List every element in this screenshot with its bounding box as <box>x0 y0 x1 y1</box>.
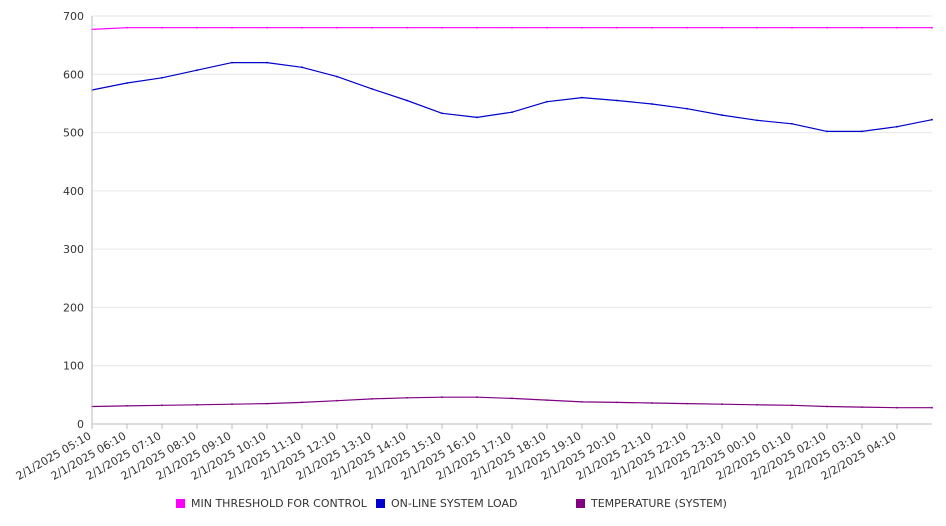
y-tick-label-600: 600 <box>63 68 84 81</box>
data-point-on-line-system-load-23 <box>896 125 898 128</box>
data-point-min-threshold-for-control-8 <box>371 26 373 29</box>
data-point-min-threshold-for-control-20 <box>791 26 793 29</box>
data-point-min-threshold-for-control-9 <box>406 26 408 29</box>
y-tick-label-100: 100 <box>63 360 84 373</box>
series-line-on-line-system-load <box>91 61 933 132</box>
legend-label: TEMPERATURE (SYSTEM) <box>591 497 727 510</box>
data-point-on-line-system-load-19 <box>756 119 758 122</box>
data-point-on-line-system-load-15 <box>616 99 618 102</box>
data-point-on-line-system-load-5 <box>266 61 268 64</box>
data-point-on-line-system-load-3 <box>196 69 198 72</box>
legend: MIN THRESHOLD FOR CONTROL ON-LINE SYSTEM … <box>0 497 946 515</box>
data-point-on-line-system-load-18 <box>721 114 723 116</box>
legend-swatch <box>176 499 185 508</box>
data-point-on-line-system-load-9 <box>406 99 408 102</box>
legend-label: ON-LINE SYSTEM LOAD <box>391 497 518 510</box>
data-point-min-threshold-for-control-3 <box>196 26 198 29</box>
y-tick-label-0: 0 <box>77 418 84 431</box>
y-tick-label-400: 400 <box>63 185 84 198</box>
data-point-min-threshold-for-control-10 <box>441 26 443 29</box>
series-lines <box>91 26 933 409</box>
data-point-min-threshold-for-control-6 <box>301 26 303 29</box>
data-point-min-threshold-for-control-5 <box>266 26 268 29</box>
data-point-temperature-system-23 <box>896 406 898 409</box>
legend-item-min-threshold-for-control: MIN THRESHOLD FOR CONTROL <box>176 497 367 510</box>
data-point-temperature-system-24 <box>931 406 933 409</box>
data-point-on-line-system-load-22 <box>861 130 863 133</box>
data-point-min-threshold-for-control-4 <box>231 26 233 29</box>
data-point-temperature-system-19 <box>756 403 758 406</box>
x-tick-labels: 2/1/2025 05:102/1/2025 06:102/1/2025 07:… <box>14 429 899 483</box>
data-point-min-threshold-for-control-1 <box>126 26 128 29</box>
y-tick-label-300: 300 <box>63 243 84 256</box>
data-point-on-line-system-load-20 <box>791 122 793 125</box>
axes <box>91 16 932 429</box>
data-point-temperature-system-8 <box>371 398 373 400</box>
data-point-min-threshold-for-control-2 <box>161 26 163 29</box>
y-tick-label-700: 700 <box>63 10 84 23</box>
grid <box>92 15 932 367</box>
data-point-on-line-system-load-1 <box>126 82 128 84</box>
legend-item-temperature-system: TEMPERATURE (SYSTEM) <box>576 497 727 510</box>
y-tick-label-200: 200 <box>63 301 84 314</box>
data-point-on-line-system-load-10 <box>441 112 443 115</box>
data-point-on-line-system-load-8 <box>371 88 373 90</box>
data-point-min-threshold-for-control-13 <box>546 26 548 29</box>
legend-item-on-line-system-load: ON-LINE SYSTEM LOAD <box>376 497 517 510</box>
data-point-on-line-system-load-16 <box>651 103 653 105</box>
data-point-on-line-system-load-7 <box>336 75 338 78</box>
data-point-min-threshold-for-control-14 <box>581 26 583 29</box>
data-point-temperature-system-21 <box>826 405 828 408</box>
data-point-temperature-system-1 <box>126 405 128 407</box>
data-point-min-threshold-for-control-17 <box>686 26 688 29</box>
data-point-on-line-system-load-12 <box>511 111 513 114</box>
data-point-on-line-system-load-6 <box>301 66 303 69</box>
data-point-temperature-system-15 <box>616 401 618 404</box>
data-point-min-threshold-for-control-22 <box>861 26 863 29</box>
y-tick-label-500: 500 <box>63 127 84 140</box>
data-point-min-threshold-for-control-24 <box>931 26 933 29</box>
data-point-temperature-system-3 <box>196 403 198 406</box>
data-point-on-line-system-load-11 <box>476 116 478 119</box>
data-point-temperature-system-9 <box>406 396 408 399</box>
data-point-temperature-system-16 <box>651 402 653 404</box>
data-point-temperature-system-12 <box>511 397 513 400</box>
data-point-temperature-system-20 <box>791 404 793 407</box>
data-point-min-threshold-for-control-18 <box>721 26 723 29</box>
data-point-on-line-system-load-14 <box>581 96 583 99</box>
data-point-temperature-system-7 <box>336 399 338 402</box>
legend-swatch <box>576 499 585 508</box>
data-point-on-line-system-load-13 <box>546 100 548 103</box>
legend-swatch <box>376 499 385 508</box>
data-point-min-threshold-for-control-15 <box>616 26 618 29</box>
data-point-min-threshold-for-control-23 <box>896 26 898 29</box>
data-point-on-line-system-load-24 <box>931 118 933 121</box>
data-point-temperature-system-14 <box>581 401 583 403</box>
data-point-min-threshold-for-control-21 <box>826 26 828 29</box>
data-point-on-line-system-load-4 <box>231 61 233 64</box>
data-point-temperature-system-6 <box>301 401 303 404</box>
data-point-temperature-system-17 <box>686 402 688 405</box>
data-point-temperature-system-10 <box>441 396 443 399</box>
data-point-temperature-system-13 <box>546 399 548 401</box>
data-point-min-threshold-for-control-16 <box>651 26 653 29</box>
data-point-temperature-system-2 <box>161 404 163 407</box>
data-point-on-line-system-load-17 <box>686 107 688 110</box>
data-point-temperature-system-4 <box>231 403 233 406</box>
data-point-temperature-system-18 <box>721 403 723 406</box>
data-point-on-line-system-load-21 <box>826 130 828 133</box>
data-point-min-threshold-for-control-11 <box>476 26 478 29</box>
legend-label: MIN THRESHOLD FOR CONTROL <box>191 497 367 510</box>
data-point-temperature-system-5 <box>266 402 268 405</box>
data-point-on-line-system-load-2 <box>161 76 163 79</box>
y-tick-labels: 0 100 200 300 400 500 600 700 <box>63 10 84 431</box>
data-point-temperature-system-22 <box>861 406 863 408</box>
data-point-min-threshold-for-control-19 <box>756 26 758 29</box>
data-point-temperature-system-11 <box>476 396 478 399</box>
data-point-min-threshold-for-control-12 <box>511 26 513 29</box>
data-point-min-threshold-for-control-7 <box>336 26 338 29</box>
